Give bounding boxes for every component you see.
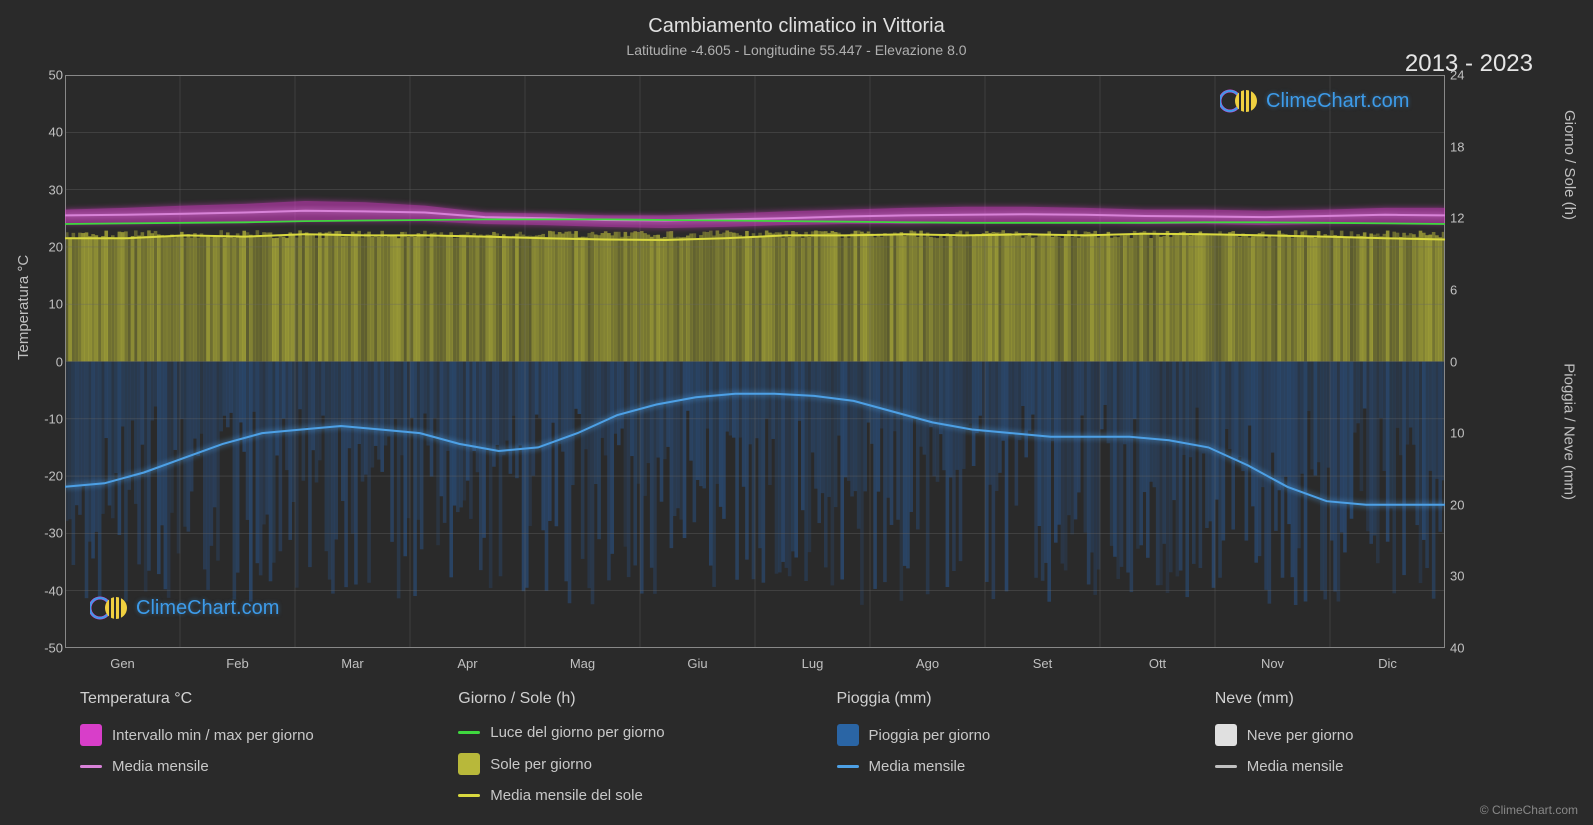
tick-right: 10 [1450, 426, 1480, 441]
legend-label: Media mensile [1247, 758, 1344, 775]
tick-right: 0 [1450, 354, 1480, 369]
tick-month: Mar [341, 656, 363, 671]
chart-title: Cambiamento climatico in Vittoria [0, 15, 1593, 38]
legend-item: Media mensile [1215, 758, 1543, 775]
plot-area [65, 75, 1445, 648]
legend-item: Media mensile [80, 758, 408, 775]
tick-left: 20 [35, 239, 63, 254]
tick-month: Set [1033, 656, 1053, 671]
legend-label: Intervallo min / max per giorno [112, 727, 314, 744]
chart-subtitle: Latitudine -4.605 - Longitudine 55.447 -… [0, 42, 1593, 58]
legend-col-daysun: Giorno / Sole (h) Luce del giorno per gi… [458, 690, 786, 816]
logo-bottom: ClimeChart.com [90, 595, 279, 621]
tick-left: 0 [35, 354, 63, 369]
tick-right: 12 [1450, 211, 1480, 226]
legend-items: Neve per giorno Media mensile [1215, 724, 1543, 775]
legend-label: Media mensile [112, 758, 209, 775]
tick-right: 18 [1450, 139, 1480, 154]
legend-items: Luce del giorno per giorno Sole per giorn… [458, 724, 786, 804]
tick-month: Ago [916, 656, 939, 671]
tick-left: -30 [35, 526, 63, 541]
tick-left: -40 [35, 583, 63, 598]
legend-header: Pioggia (mm) [837, 690, 1165, 708]
legend-label: Media mensile [869, 758, 966, 775]
legend-header: Giorno / Sole (h) [458, 690, 786, 708]
legend-item: Neve per giorno [1215, 724, 1543, 746]
plot-svg [65, 75, 1445, 648]
legend-items: Intervallo min / max per giorno Media men… [80, 724, 408, 775]
legend-swatch [837, 765, 859, 768]
logo-text: ClimeChart.com [1266, 90, 1409, 113]
tick-right: 24 [1450, 68, 1480, 83]
logo-top: ClimeChart.com [1220, 88, 1409, 114]
legend-swatch [837, 724, 859, 746]
legend-swatch [80, 724, 102, 746]
tick-left: -20 [35, 469, 63, 484]
legend-swatch [1215, 765, 1237, 768]
logo-icon [90, 595, 130, 621]
tick-right: 30 [1450, 569, 1480, 584]
legend-item: Luce del giorno per giorno [458, 724, 786, 741]
tick-left: 40 [35, 125, 63, 140]
tick-left: 30 [35, 182, 63, 197]
tick-month: Giu [687, 656, 707, 671]
tick-left: -10 [35, 411, 63, 426]
legend-item: Intervallo min / max per giorno [80, 724, 408, 746]
tick-month: Dic [1378, 656, 1397, 671]
tick-month: Lug [802, 656, 824, 671]
legend-item: Media mensile [837, 758, 1165, 775]
legend-label: Media mensile del sole [490, 787, 643, 804]
chart-container: Cambiamento climatico in Vittoria Latitu… [0, 0, 1593, 825]
tick-month: Mag [570, 656, 595, 671]
legend-label: Pioggia per giorno [869, 727, 991, 744]
legend-swatch [80, 765, 102, 768]
legend-swatch [1215, 724, 1237, 746]
legend-label: Neve per giorno [1247, 727, 1354, 744]
y-axis-right-top-label: Giorno / Sole (h) [1561, 110, 1578, 220]
tick-right: 40 [1450, 641, 1480, 656]
legend-item: Pioggia per giorno [837, 724, 1165, 746]
tick-month: Feb [226, 656, 248, 671]
y-axis-right-bottom-label: Pioggia / Neve (mm) [1561, 363, 1578, 500]
legend-label: Luce del giorno per giorno [490, 724, 664, 741]
logo-icon [1220, 88, 1260, 114]
legend: Temperatura °C Intervallo min / max per … [80, 690, 1543, 816]
tick-month: Gen [110, 656, 135, 671]
legend-swatch [458, 731, 480, 734]
y-axis-left-label: Temperatura °C [15, 255, 32, 360]
legend-col-temp: Temperatura °C Intervallo min / max per … [80, 690, 408, 816]
legend-col-snow: Neve (mm) Neve per giorno Media mensile [1215, 690, 1543, 816]
legend-swatch [458, 794, 480, 797]
tick-month: Nov [1261, 656, 1284, 671]
tick-month: Apr [457, 656, 477, 671]
legend-col-rain: Pioggia (mm) Pioggia per giorno Media men… [837, 690, 1165, 816]
legend-items: Pioggia per giorno Media mensile [837, 724, 1165, 775]
tick-left: 50 [35, 68, 63, 83]
legend-header: Temperatura °C [80, 690, 408, 708]
legend-item: Sole per giorno [458, 753, 786, 775]
legend-item: Media mensile del sole [458, 787, 786, 804]
tick-right: 6 [1450, 282, 1480, 297]
logo-text: ClimeChart.com [136, 597, 279, 620]
tick-left: -50 [35, 641, 63, 656]
legend-header: Neve (mm) [1215, 690, 1543, 708]
tick-right: 20 [1450, 497, 1480, 512]
legend-swatch [458, 753, 480, 775]
tick-left: 10 [35, 297, 63, 312]
tick-month: Ott [1149, 656, 1166, 671]
legend-label: Sole per giorno [490, 756, 592, 773]
copyright: © ClimeChart.com [1480, 803, 1578, 817]
